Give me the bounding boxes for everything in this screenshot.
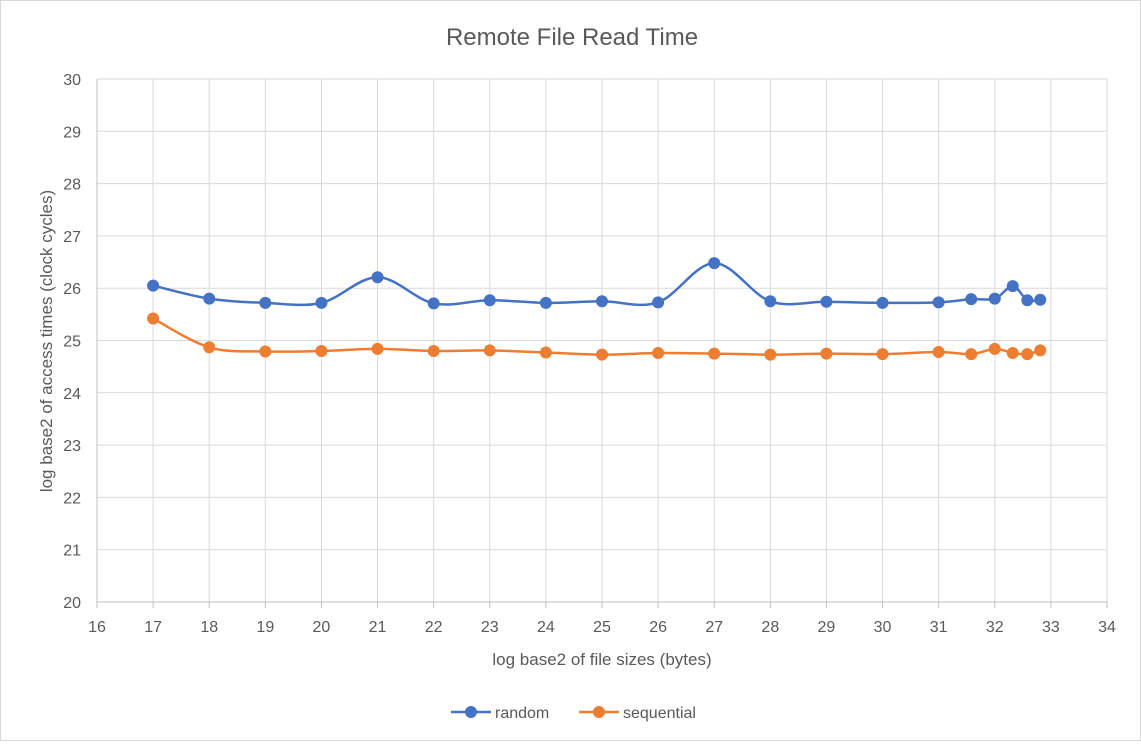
series-line-sequential <box>152 317 1041 356</box>
x-tick-label: 33 <box>1042 619 1060 636</box>
legend-label: sequential <box>623 705 696 722</box>
data-point-sequential <box>965 348 978 361</box>
x-tick-label: 23 <box>481 619 499 636</box>
gridlines <box>97 78 1108 602</box>
data-point-random <box>147 279 160 292</box>
data-point-sequential <box>259 345 272 358</box>
data-point-sequential <box>539 346 552 359</box>
data-point-sequential <box>820 347 833 360</box>
y-tick-label: 28 <box>63 177 81 194</box>
x-tick-label: 34 <box>1098 619 1116 636</box>
x-tick-label: 31 <box>930 619 948 636</box>
data-point-sequential <box>988 342 1001 355</box>
data-point-random <box>371 271 384 284</box>
series-random <box>147 257 1047 310</box>
data-point-sequential <box>483 344 496 357</box>
data-point-sequential <box>147 312 160 325</box>
data-point-sequential <box>203 341 216 354</box>
x-tick-labels: 16 17 18 19 20 21 22 23 24 25 26 27 28 29 30 31 32 33 34 <box>88 619 1116 636</box>
data-point-random <box>1006 280 1019 293</box>
series-layer <box>147 257 1047 361</box>
legend-item-random: random <box>451 705 549 722</box>
y-tick-label: 27 <box>63 229 81 246</box>
legend-marker <box>593 706 605 718</box>
legend-label: random <box>495 705 549 722</box>
data-point-sequential <box>1006 347 1019 360</box>
y-tick-labels: 20 21 22 23 24 25 26 27 28 29 30 <box>63 72 81 612</box>
data-point-sequential <box>596 348 608 361</box>
legend: random sequential <box>451 705 696 722</box>
data-point-sequential <box>371 342 384 355</box>
y-axis-label: log base2 of access times (clock cycles) <box>37 190 56 492</box>
x-tick-label: 21 <box>369 619 387 636</box>
data-point-random <box>315 296 328 309</box>
axes <box>96 79 1108 608</box>
x-tick-label: 16 <box>88 619 106 636</box>
chart-title: Remote File Read Time <box>446 24 698 51</box>
data-point-random <box>1021 294 1034 307</box>
data-point-random <box>965 293 978 306</box>
data-point-random <box>596 295 608 308</box>
x-tick-label: 20 <box>313 619 331 636</box>
data-point-sequential <box>1034 344 1047 357</box>
data-point-sequential <box>932 346 945 359</box>
y-tick-label: 20 <box>63 595 81 612</box>
data-point-random <box>203 292 216 305</box>
x-tick-label: 18 <box>200 619 218 636</box>
data-point-sequential <box>652 347 665 360</box>
data-point-random <box>764 295 777 308</box>
legend-item-sequential: sequential <box>579 705 696 722</box>
data-point-random <box>652 296 665 309</box>
data-point-sequential <box>764 348 777 361</box>
x-tick-label: 29 <box>818 619 836 636</box>
x-tick-label: 27 <box>705 619 723 636</box>
data-point-sequential <box>427 344 440 357</box>
data-point-sequential <box>1021 348 1034 361</box>
data-point-random <box>483 294 496 307</box>
x-tick-label: 17 <box>144 619 162 636</box>
y-tick-label: 21 <box>63 543 81 560</box>
x-axis-label: log base2 of file sizes (bytes) <box>492 650 711 669</box>
y-tick-label: 29 <box>63 124 81 141</box>
data-point-random <box>820 295 833 308</box>
y-tick-label: 25 <box>63 334 81 351</box>
series-sequential <box>147 312 1047 361</box>
y-tick-label: 30 <box>63 72 81 89</box>
data-point-random <box>932 296 945 309</box>
data-point-random <box>427 297 440 310</box>
y-tick-label: 26 <box>63 281 81 298</box>
x-tick-label: 19 <box>256 619 274 636</box>
data-point-random <box>1034 293 1047 306</box>
y-tick-label: 24 <box>63 386 81 403</box>
data-point-random <box>988 292 1001 305</box>
x-tick-label: 26 <box>649 619 667 636</box>
data-point-random <box>539 296 552 309</box>
data-point-sequential <box>876 348 889 361</box>
y-tick-label: 22 <box>63 490 81 507</box>
legend-marker <box>465 706 477 718</box>
x-tick-label: 32 <box>986 619 1004 636</box>
x-tick-label: 22 <box>425 619 443 636</box>
x-tick-label: 25 <box>593 619 611 636</box>
x-tick-label: 28 <box>761 619 779 636</box>
data-point-random <box>876 296 889 309</box>
y-tick-label: 23 <box>63 438 81 455</box>
data-point-sequential <box>708 347 721 360</box>
x-tick-label: 24 <box>537 619 555 636</box>
x-tick-label: 30 <box>874 619 892 636</box>
data-point-sequential <box>315 344 328 357</box>
data-point-random <box>708 257 721 270</box>
data-point-random <box>259 296 272 309</box>
